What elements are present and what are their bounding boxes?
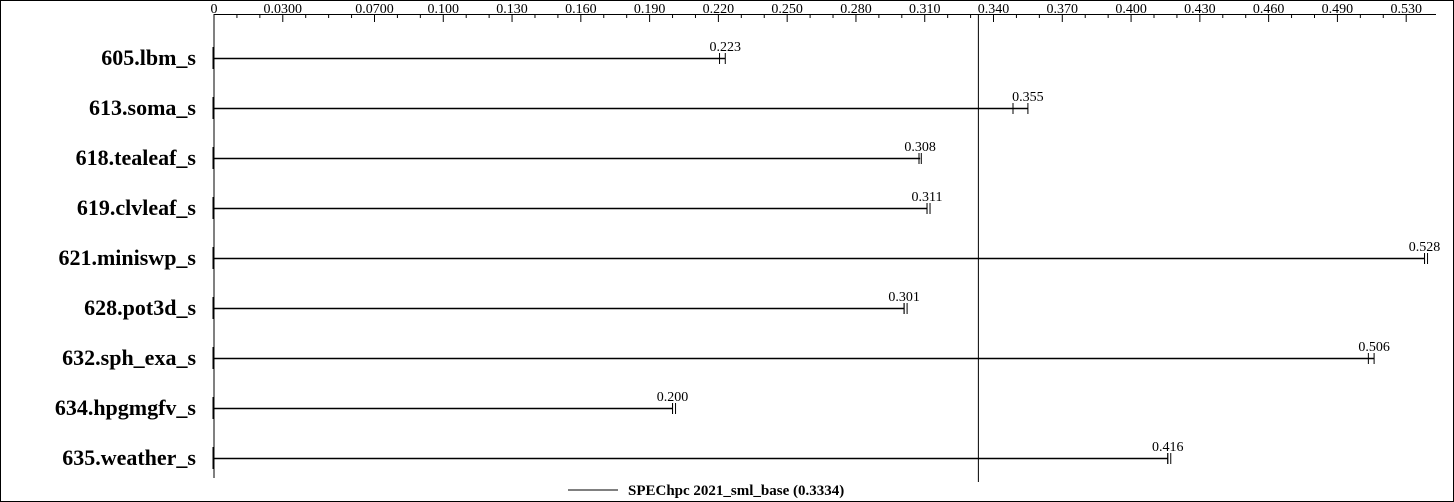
bar-value-label: 0.301 — [888, 290, 920, 305]
x-tick-label: 0.310 — [909, 2, 941, 17]
bar-row: 613.soma_s 0.355 — [89, 90, 1044, 120]
bar-row: 628.pot3d_s 0.301 — [84, 290, 920, 320]
x-tick-label: 0.250 — [771, 2, 803, 17]
bench-label: 618.tealeaf_s — [76, 145, 197, 170]
bar-value-label: 0.223 — [710, 40, 742, 55]
x-tick-label: 0 — [211, 2, 218, 17]
x-tick-label: 0.0300 — [264, 2, 303, 17]
bar-value-label: 0.416 — [1152, 440, 1184, 455]
bar-row: 605.lbm_s 0.223 — [101, 40, 741, 70]
bench-label: 619.clvleaf_s — [77, 195, 197, 220]
x-axis: 0 0.0300 0.0700 0.100 0.130 0.160 0.190 0.220 0.… — [211, 2, 1436, 478]
legend-label: SPEChpc 2021_sml_base (0.3334) — [628, 483, 844, 499]
x-tick-label: 0.0700 — [355, 2, 394, 17]
x-tick-label: 0.430 — [1184, 2, 1216, 17]
x-tick-label: 0.460 — [1253, 2, 1285, 17]
bar-value-label: 0.311 — [912, 190, 943, 205]
bar-row: 619.clvleaf_s 0.311 — [77, 190, 943, 220]
bench-label: 635.weather_s — [62, 445, 196, 470]
bench-label: 621.miniswp_s — [58, 245, 196, 270]
x-tick-label: 0.160 — [565, 2, 597, 17]
bar-value-label: 0.355 — [1012, 90, 1044, 105]
bar-row: 621.miniswp_s 0.528 — [58, 240, 1440, 270]
x-tick-label: 0.340 — [978, 2, 1010, 17]
bar-value-label: 0.308 — [904, 140, 936, 155]
x-tick-label: 0.280 — [840, 2, 872, 17]
x-tick-label: 0.100 — [428, 2, 460, 17]
bench-label: 613.soma_s — [89, 95, 196, 120]
bar-row: 635.weather_s 0.416 — [62, 440, 1183, 470]
x-tick-label: 0.130 — [496, 2, 528, 17]
x-tick-label: 0.490 — [1322, 2, 1354, 17]
x-tick-label: 0.190 — [634, 2, 666, 17]
bench-label: 632.sph_exa_s — [62, 345, 196, 370]
x-tick-label: 0.370 — [1047, 2, 1079, 17]
x-tick-label: 0.530 — [1390, 2, 1422, 17]
bar-row: 632.sph_exa_s 0.506 — [62, 340, 1390, 370]
bench-label: 634.hpgmgfv_s — [55, 395, 197, 420]
bar-value-label: 0.506 — [1358, 340, 1390, 355]
bar-value-label: 0.528 — [1409, 240, 1441, 255]
bench-label: 605.lbm_s — [101, 45, 196, 70]
x-tick-label: 0.400 — [1115, 2, 1147, 17]
bench-label: 628.pot3d_s — [84, 295, 196, 320]
bar-series: 605.lbm_s 0.223 613.soma_s 0.355 618.tealeaf… — [55, 40, 1440, 470]
legend: SPEChpc 2021_sml_base (0.3334) — [568, 483, 844, 499]
bar-row: 618.tealeaf_s 0.308 — [76, 140, 936, 170]
x-tick-label: 0.220 — [703, 2, 735, 17]
bar-value-label: 0.200 — [657, 390, 689, 405]
bar-row: 634.hpgmgfv_s 0.200 — [55, 390, 688, 420]
